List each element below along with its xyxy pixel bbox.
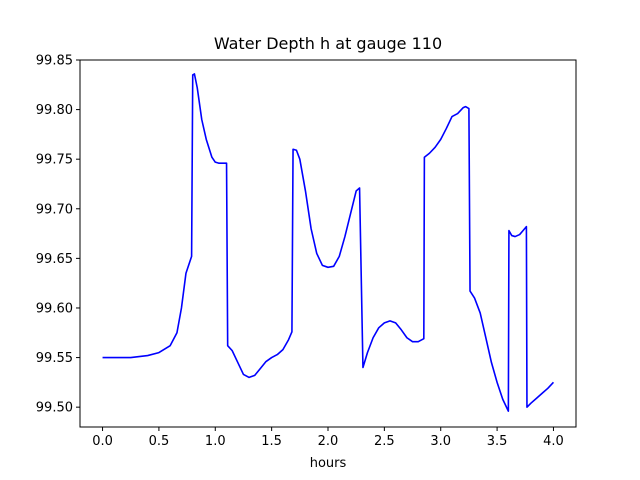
x-tick-label: 2.5 — [374, 434, 395, 449]
x-tick-label: 0.5 — [149, 434, 170, 449]
x-tick-label: 2.0 — [318, 434, 339, 449]
y-tick-label: 99.75 — [36, 153, 73, 168]
x-tick-label: 1.5 — [261, 434, 282, 449]
y-tick-label: 99.80 — [36, 103, 73, 118]
y-tick-label: 99.60 — [36, 301, 73, 316]
y-axis: 99.50 99.55 99.60 99.65 99.70 99.75 99.80 99.85 — [36, 54, 80, 416]
x-tick-label: 4.0 — [543, 434, 564, 449]
x-tick-label: 3.0 — [430, 434, 451, 449]
y-tick-label: 99.65 — [36, 252, 73, 267]
x-tick-label: 1.0 — [205, 434, 226, 449]
chart-title: Water Depth h at gauge 110 — [214, 34, 442, 53]
y-tick-label: 99.55 — [36, 351, 73, 366]
x-axis-label: hours — [310, 456, 347, 471]
x-axis: 0.0 0.5 1.0 1.5 2.0 2.5 3.0 3.5 4.0 — [92, 427, 564, 449]
y-tick-label: 99.70 — [36, 202, 73, 217]
y-tick-label: 99.85 — [36, 54, 73, 69]
y-tick-label: 99.50 — [36, 401, 73, 416]
x-tick-label: 0.0 — [92, 434, 113, 449]
x-tick-label: 3.5 — [487, 434, 508, 449]
series-line — [102, 73, 555, 412]
